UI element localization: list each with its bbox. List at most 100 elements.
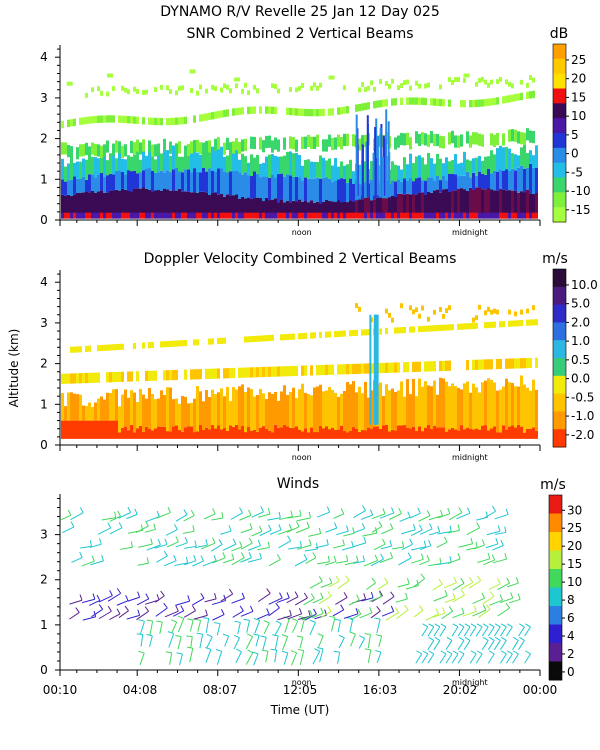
wind-barb-flag [278, 524, 282, 531]
snr-cell [304, 136, 307, 149]
snr-cell [466, 131, 469, 144]
doppler-cell [352, 329, 355, 337]
colorbar-label: -15 [571, 203, 591, 217]
wind-barb [154, 590, 165, 603]
snr-cell [106, 212, 109, 219]
doppler-cell [256, 367, 259, 378]
snr-cell [322, 139, 325, 152]
colorbar-swatch [549, 569, 562, 588]
snr-cell [463, 212, 466, 219]
doppler-cell [208, 368, 211, 379]
snr-cell [388, 84, 391, 89]
wind-barb-flag [440, 509, 443, 516]
wind-barb [253, 633, 260, 647]
wind-barb-flag [470, 537, 474, 544]
snr-cell [310, 161, 313, 179]
colorbar-label: -0.5 [571, 390, 594, 404]
snr-cell [475, 81, 478, 87]
snr-cell [211, 212, 214, 219]
snr-cell [94, 115, 97, 124]
snr-cell [199, 114, 202, 122]
wind-barb-shaft [350, 633, 356, 647]
snr-cell [133, 154, 136, 171]
wind-barb [512, 636, 519, 650]
doppler-cell [73, 373, 76, 384]
wind-barb [413, 573, 426, 588]
wind-barb [518, 623, 525, 637]
snr-cell [271, 140, 274, 153]
doppler-cell [439, 360, 442, 372]
doppler-cell [475, 359, 478, 370]
wind-barb-flag [428, 539, 432, 546]
snr-cell [421, 157, 424, 181]
y-tick-label: 3 [40, 316, 48, 330]
wind-barb [272, 634, 279, 650]
wind-barb-flag [287, 535, 292, 542]
colorbar-swatch [553, 44, 566, 60]
wind-barb-flag [267, 541, 270, 548]
wind-barb-shaft [205, 649, 212, 663]
snr-cell [334, 158, 337, 181]
snr-cell [340, 202, 343, 214]
snr-cell [142, 117, 145, 125]
snr-cell [262, 140, 265, 153]
doppler-cell [73, 420, 76, 439]
wind-barb [343, 527, 355, 537]
wind-barb [418, 510, 431, 522]
wind-barb [421, 650, 429, 664]
snr-cell [259, 198, 262, 214]
snr-cell [469, 187, 472, 214]
doppler-cell [475, 387, 478, 429]
colorbar-swatch [553, 340, 566, 359]
wind-barb [308, 527, 322, 537]
doppler-cell [178, 340, 181, 347]
wind-barb-shaft [429, 531, 440, 536]
snr-cell [457, 135, 460, 148]
snr-cell [100, 90, 103, 96]
snr-cell [268, 177, 271, 201]
wind-barb [379, 552, 394, 563]
snr-cell [187, 191, 190, 214]
doppler-cell [298, 333, 301, 340]
doppler-cell [241, 384, 244, 426]
wind-barb-shaft [177, 636, 182, 650]
snr-cell [103, 144, 106, 157]
snr-cell [163, 172, 166, 189]
snr-cell [307, 159, 310, 179]
snr-cell [514, 129, 517, 142]
wind-barb-flag [288, 523, 292, 530]
doppler-cell [208, 396, 211, 430]
snr-cell [190, 88, 193, 93]
doppler-cell [382, 396, 385, 426]
snr-cell [232, 149, 235, 171]
wind-barb-shaft [371, 513, 386, 520]
snr-cell [157, 143, 160, 156]
doppler-cell [499, 389, 502, 433]
doppler-cell [292, 428, 295, 439]
doppler-cell [520, 320, 523, 327]
snr-cell [61, 194, 64, 214]
wind-barb-flag [407, 511, 411, 518]
doppler-cell [526, 387, 529, 429]
snr-cell [124, 189, 127, 214]
doppler-cell [385, 308, 388, 314]
wind-barb [277, 523, 292, 535]
doppler-cell [505, 429, 508, 439]
snr-cell [523, 144, 526, 169]
doppler-cell [460, 389, 463, 426]
doppler-cell [178, 430, 181, 439]
doppler-cell [76, 373, 79, 384]
wind-barb [463, 636, 471, 650]
snr-cell [436, 189, 439, 214]
snr-cell [400, 97, 403, 105]
snr-cell [85, 179, 88, 192]
wind-barb-shaft [499, 653, 507, 664]
wind-barb-flag [289, 609, 292, 616]
wind-barb [460, 577, 474, 590]
snr-cell [298, 199, 301, 214]
snr-cell [439, 180, 442, 193]
snr-cell [313, 212, 316, 219]
snr-cell [334, 212, 337, 219]
doppler-cell [112, 344, 115, 351]
wind-barb [194, 618, 202, 632]
